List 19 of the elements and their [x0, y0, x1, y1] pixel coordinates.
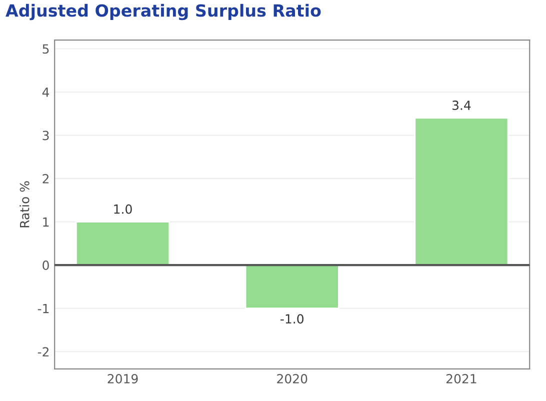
y-tick-label: 0 [42, 260, 49, 270]
data-label: 1.0 [114, 204, 132, 214]
x-tick-label: 2021 [446, 374, 476, 384]
y-tick-label: 2 [42, 174, 48, 184]
data-label: 3.4 [452, 100, 471, 110]
bar [414, 117, 509, 266]
y-tick-label: -2 [38, 347, 48, 356]
bar [244, 264, 340, 310]
data-label: -1.0 [280, 314, 304, 324]
bar [75, 221, 170, 266]
y-axis-title: Ratio % [20, 181, 30, 228]
chart-title: Adjusted Operating Surplus Ratio [6, 4, 321, 20]
x-tick-label: 2020 [277, 374, 308, 384]
y-tick-label: 3 [42, 130, 49, 140]
x-tick-label: 2019 [108, 374, 138, 384]
y-tick-label: 4 [42, 88, 50, 97]
y-tick-label: 5 [42, 44, 49, 54]
y-tick-label: -1 [38, 304, 49, 314]
y-tick-label: 1 [43, 217, 49, 227]
